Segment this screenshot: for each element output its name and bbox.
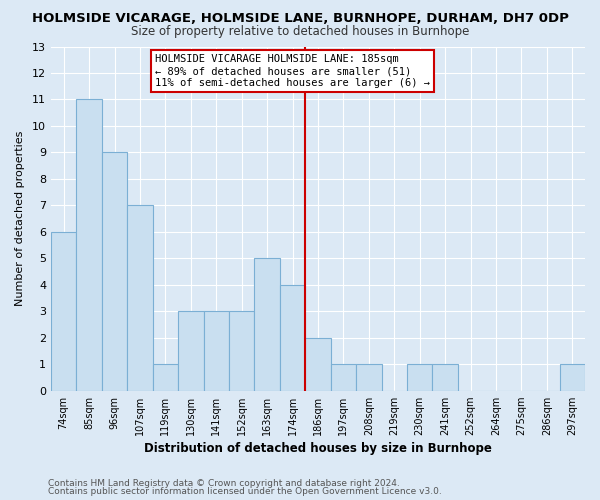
Bar [254, 258, 280, 390]
Bar [127, 206, 152, 390]
Bar [229, 312, 254, 390]
Bar [560, 364, 585, 390]
Bar [305, 338, 331, 390]
Bar [102, 152, 127, 390]
Bar [356, 364, 382, 390]
Bar [331, 364, 356, 390]
Y-axis label: Number of detached properties: Number of detached properties [15, 131, 25, 306]
Bar [407, 364, 433, 390]
Text: Contains public sector information licensed under the Open Government Licence v3: Contains public sector information licen… [48, 487, 442, 496]
Text: HOLMSIDE VICARAGE, HOLMSIDE LANE, BURNHOPE, DURHAM, DH7 0DP: HOLMSIDE VICARAGE, HOLMSIDE LANE, BURNHO… [32, 12, 568, 26]
Text: Contains HM Land Registry data © Crown copyright and database right 2024.: Contains HM Land Registry data © Crown c… [48, 478, 400, 488]
Bar [152, 364, 178, 390]
Bar [178, 312, 203, 390]
Bar [280, 285, 305, 391]
Bar [433, 364, 458, 390]
Text: HOLMSIDE VICARAGE HOLMSIDE LANE: 185sqm
← 89% of detached houses are smaller (51: HOLMSIDE VICARAGE HOLMSIDE LANE: 185sqm … [155, 54, 430, 88]
Text: Size of property relative to detached houses in Burnhope: Size of property relative to detached ho… [131, 25, 469, 38]
Bar [76, 100, 102, 391]
Bar [203, 312, 229, 390]
Bar [51, 232, 76, 390]
X-axis label: Distribution of detached houses by size in Burnhope: Distribution of detached houses by size … [144, 442, 492, 455]
